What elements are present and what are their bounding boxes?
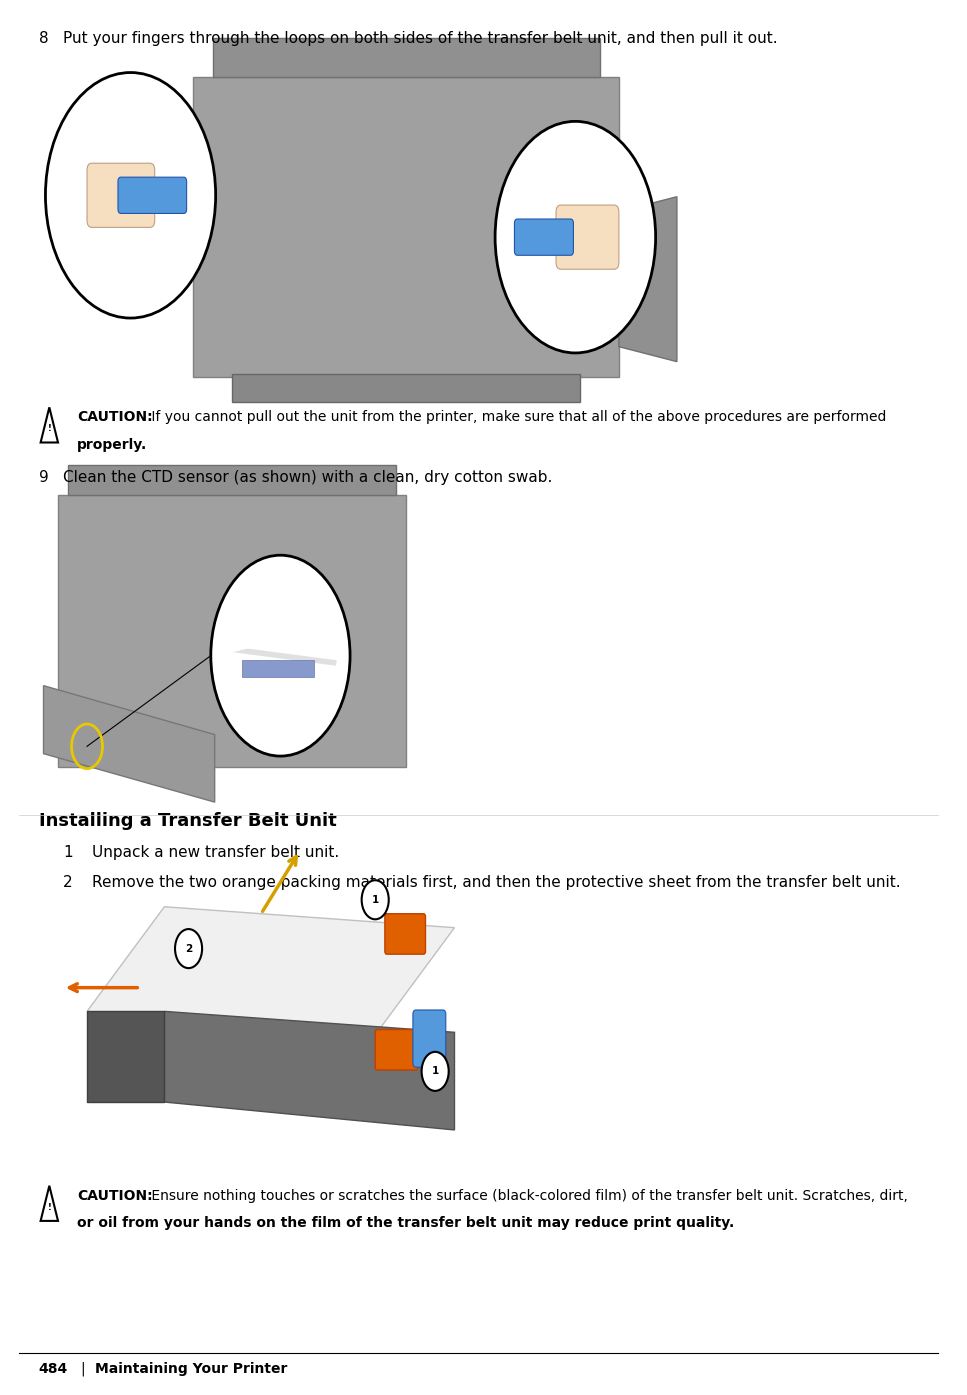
Text: 9: 9: [39, 470, 48, 485]
Text: properly.: properly.: [77, 438, 148, 452]
Text: 1: 1: [371, 894, 379, 905]
FancyBboxPatch shape: [87, 163, 155, 227]
Text: CAUTION:: CAUTION:: [77, 1189, 153, 1202]
Text: !: !: [47, 424, 51, 434]
FancyBboxPatch shape: [118, 177, 187, 213]
Text: If you cannot pull out the unit from the printer, make sure that all of the abov: If you cannot pull out the unit from the…: [147, 410, 887, 424]
FancyBboxPatch shape: [242, 660, 314, 677]
Text: Unpack a new transfer belt unit.: Unpack a new transfer belt unit.: [92, 845, 339, 861]
FancyBboxPatch shape: [556, 205, 619, 269]
FancyBboxPatch shape: [213, 38, 600, 77]
FancyBboxPatch shape: [68, 465, 396, 495]
FancyBboxPatch shape: [514, 219, 573, 255]
Polygon shape: [44, 686, 215, 802]
Text: 2: 2: [185, 943, 192, 954]
Text: CAUTION:: CAUTION:: [77, 410, 153, 424]
Circle shape: [45, 73, 216, 318]
Circle shape: [495, 121, 656, 353]
Text: 2: 2: [63, 875, 73, 890]
Polygon shape: [87, 907, 454, 1032]
Text: Clean the CTD sensor (as shown) with a clean, dry cotton swab.: Clean the CTD sensor (as shown) with a c…: [63, 470, 552, 485]
Circle shape: [175, 929, 202, 968]
Text: 8: 8: [39, 31, 48, 46]
Text: Installing a Transfer Belt Unit: Installing a Transfer Belt Unit: [39, 812, 337, 830]
Text: or oil from your hands on the film of the transfer belt unit may reduce print qu: or oil from your hands on the film of th…: [77, 1216, 735, 1230]
FancyBboxPatch shape: [375, 1030, 418, 1070]
Text: 1: 1: [63, 845, 73, 861]
FancyBboxPatch shape: [58, 495, 406, 767]
FancyBboxPatch shape: [193, 77, 619, 377]
Polygon shape: [619, 197, 677, 361]
Text: Remove the two orange packing materials first, and then the protective sheet fro: Remove the two orange packing materials …: [92, 875, 900, 890]
FancyBboxPatch shape: [232, 374, 580, 402]
Text: 484: 484: [39, 1362, 68, 1375]
Text: Maintaining Your Printer: Maintaining Your Printer: [95, 1362, 287, 1375]
FancyBboxPatch shape: [413, 1010, 446, 1067]
Polygon shape: [87, 1011, 164, 1102]
FancyBboxPatch shape: [385, 914, 425, 954]
Text: Put your fingers through the loops on both sides of the transfer belt unit, and : Put your fingers through the loops on bo…: [63, 31, 777, 46]
Circle shape: [211, 555, 350, 756]
Circle shape: [422, 1052, 449, 1091]
Circle shape: [362, 880, 389, 919]
Text: |: |: [80, 1362, 85, 1375]
Text: Ensure nothing touches or scratches the surface (black-colored film) of the tran: Ensure nothing touches or scratches the …: [147, 1189, 908, 1202]
Polygon shape: [164, 1011, 454, 1130]
Text: !: !: [47, 1202, 51, 1212]
Text: 1: 1: [431, 1066, 439, 1077]
